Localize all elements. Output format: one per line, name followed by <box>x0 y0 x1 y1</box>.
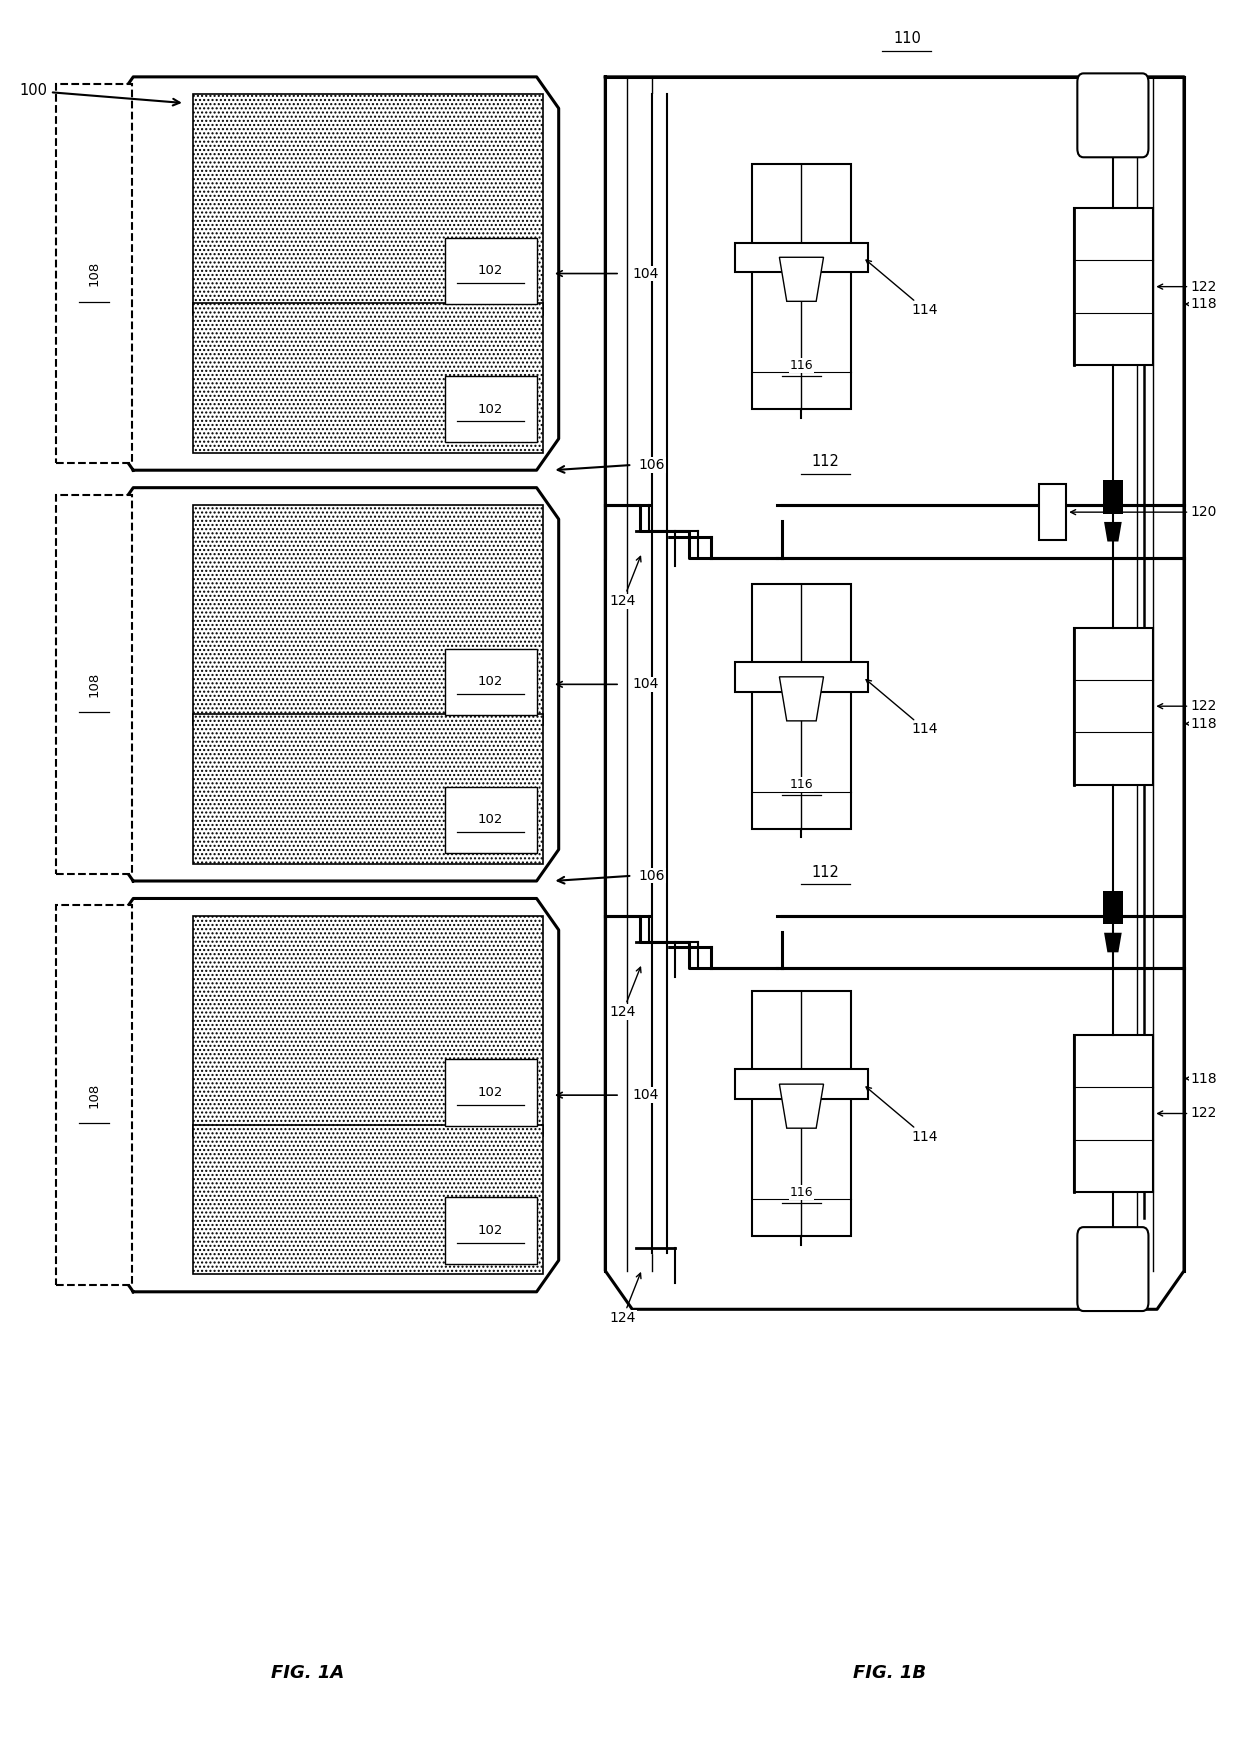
Bar <box>193 916 543 1136</box>
Text: 118: 118 <box>1185 1071 1216 1085</box>
Text: 102: 102 <box>477 814 503 826</box>
Bar <box>1074 1034 1153 1193</box>
Text: 108: 108 <box>88 671 100 698</box>
Text: 120: 120 <box>1070 506 1216 520</box>
Bar <box>735 1070 868 1099</box>
Bar <box>753 583 851 828</box>
Text: 122: 122 <box>1158 1107 1216 1121</box>
Text: 114: 114 <box>866 1087 939 1144</box>
Bar <box>445 648 537 715</box>
Bar <box>445 786 537 853</box>
Polygon shape <box>605 916 1184 969</box>
Text: 116: 116 <box>790 1186 813 1198</box>
Bar <box>56 85 131 463</box>
Polygon shape <box>780 677 823 721</box>
Text: 116: 116 <box>790 359 813 372</box>
FancyBboxPatch shape <box>1078 74 1148 157</box>
Text: FIG. 1B: FIG. 1B <box>853 1663 926 1683</box>
Text: 102: 102 <box>477 675 503 689</box>
Text: 106: 106 <box>639 869 665 883</box>
Bar <box>753 164 851 409</box>
Bar <box>445 1198 537 1263</box>
Bar <box>193 506 543 726</box>
Polygon shape <box>605 506 1184 557</box>
Polygon shape <box>780 1084 823 1128</box>
Polygon shape <box>604 914 801 971</box>
Text: 106: 106 <box>639 458 665 472</box>
Bar <box>1074 208 1153 365</box>
Polygon shape <box>652 95 667 1253</box>
Bar <box>445 238 537 305</box>
Text: 112: 112 <box>811 455 839 469</box>
Text: 102: 102 <box>477 1085 503 1099</box>
Bar <box>1104 892 1122 925</box>
Text: 124: 124 <box>610 557 641 608</box>
Bar <box>735 663 868 691</box>
FancyBboxPatch shape <box>1078 1226 1148 1311</box>
Bar <box>1039 485 1066 541</box>
Text: FIG. 1A: FIG. 1A <box>270 1663 343 1683</box>
Polygon shape <box>1104 522 1122 541</box>
Text: 108: 108 <box>88 1082 100 1108</box>
Bar <box>56 906 131 1284</box>
Text: 118: 118 <box>1185 717 1216 731</box>
Bar <box>735 243 868 271</box>
Text: 116: 116 <box>790 779 813 791</box>
Polygon shape <box>112 78 559 470</box>
Bar <box>193 303 543 453</box>
Text: 124: 124 <box>610 967 641 1018</box>
Text: 104: 104 <box>632 266 658 280</box>
Text: 108: 108 <box>88 261 100 285</box>
Bar <box>193 1124 543 1274</box>
Text: 102: 102 <box>477 264 503 277</box>
Text: 104: 104 <box>632 677 658 691</box>
Bar <box>445 375 537 442</box>
Bar <box>193 714 543 863</box>
Text: 104: 104 <box>632 1089 658 1103</box>
Polygon shape <box>604 504 801 559</box>
Polygon shape <box>605 78 1184 1309</box>
Text: 118: 118 <box>1185 298 1216 312</box>
Polygon shape <box>112 488 559 881</box>
Text: 102: 102 <box>477 1225 503 1237</box>
Text: 110: 110 <box>893 32 921 46</box>
Bar <box>445 1059 537 1126</box>
Text: 122: 122 <box>1158 700 1216 714</box>
Polygon shape <box>780 257 823 301</box>
Text: 114: 114 <box>866 261 939 317</box>
Text: 102: 102 <box>477 402 503 416</box>
Bar <box>56 495 131 874</box>
Bar <box>1074 627 1153 784</box>
Text: 114: 114 <box>866 680 939 737</box>
Bar <box>193 95 543 315</box>
Polygon shape <box>112 899 559 1292</box>
Text: 112: 112 <box>811 865 839 879</box>
Bar <box>753 992 851 1235</box>
Text: 122: 122 <box>1158 280 1216 294</box>
Text: 124: 124 <box>610 1274 641 1325</box>
Polygon shape <box>1104 932 1122 951</box>
Text: 100: 100 <box>19 83 180 106</box>
Bar <box>1104 479 1122 513</box>
